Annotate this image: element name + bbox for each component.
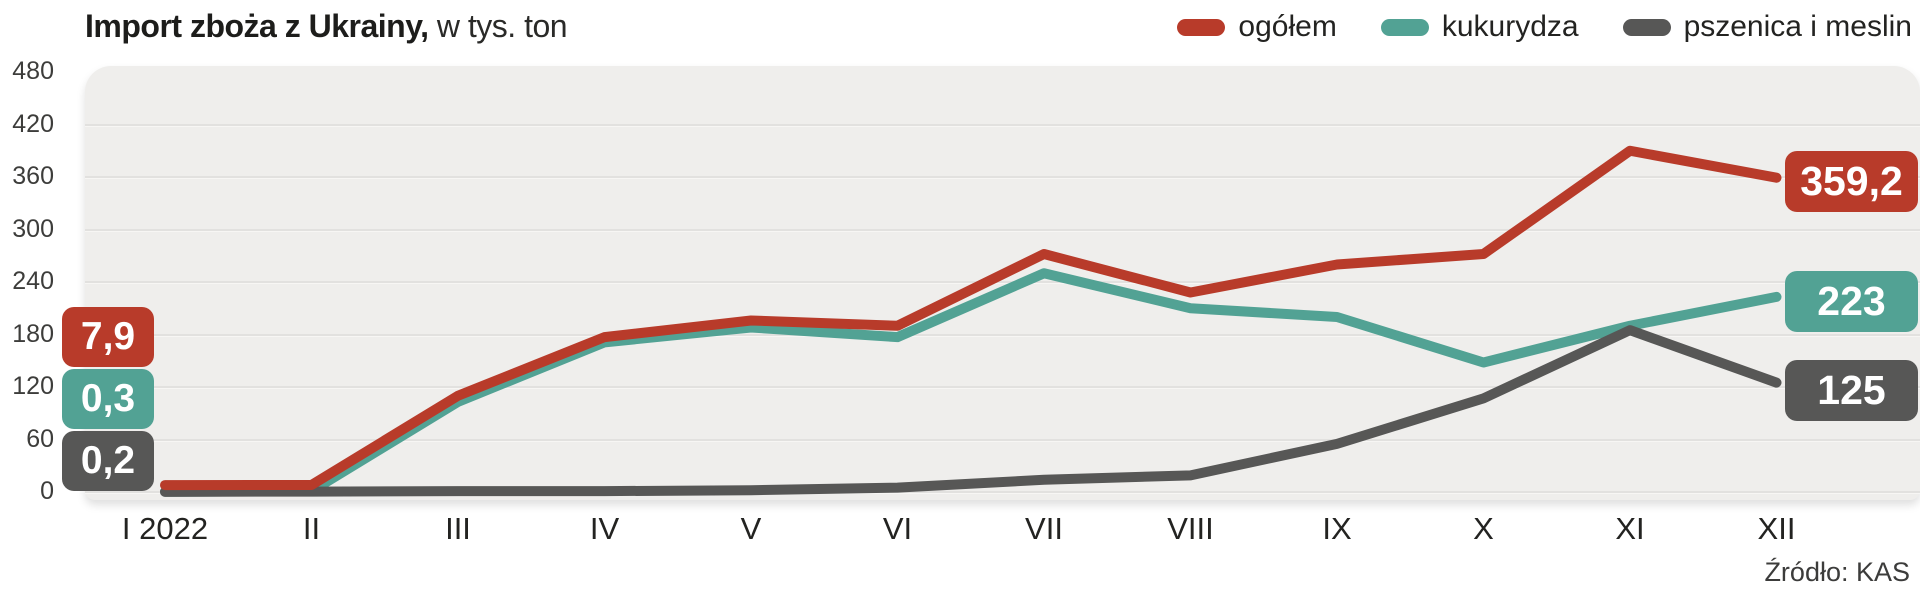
y-tick-label: 300	[12, 214, 54, 243]
x-tick-label: XII	[1757, 511, 1796, 546]
x-tick-label: IV	[589, 511, 620, 546]
x-tick-label: VI	[882, 511, 913, 546]
legend-item-ogolem: ogółem	[1177, 10, 1337, 44]
chart-lines	[160, 145, 1782, 497]
start-value-badge-ogolem: 7,9	[62, 307, 154, 367]
x-tick-label: II	[302, 511, 321, 546]
end-value-badge-kukurydza: 223	[1785, 271, 1918, 332]
end-value-badge-pszenica: 125	[1785, 360, 1918, 421]
x-tick-label: XI	[1615, 511, 1645, 546]
legend-label-kukurydza: kukurydza	[1441, 10, 1579, 43]
chart-title-main: Import zboża z Ukrainy,	[85, 8, 429, 44]
x-tick-label: III	[445, 511, 471, 546]
x-tick-label: V	[740, 511, 762, 546]
x-tick-label: X	[1473, 511, 1494, 546]
gridline	[85, 281, 1920, 283]
x-tick-label: I 2022	[121, 511, 209, 546]
chart-title: Import zboża z Ukrainy, w tys. ton	[85, 8, 568, 45]
x-tick-label: VII	[1025, 511, 1063, 546]
legend-swatch-kukurydza-icon	[1380, 18, 1429, 36]
legend-item-kukurydza: kukurydza	[1380, 10, 1579, 44]
y-tick-label: 120	[12, 372, 54, 400]
y-tick-label: 360	[12, 162, 54, 190]
gridline	[85, 333, 1920, 336]
legend-label-ogolem: ogółem	[1238, 10, 1337, 43]
source-note: Źródło: KAS	[1764, 557, 1910, 587]
series-line-pszenica-i-meslin	[160, 325, 1782, 497]
gridline	[85, 438, 1920, 441]
gridline	[85, 123, 1920, 126]
x-tick-label: IX	[1322, 511, 1352, 546]
end-value-badge-ogolem: 359,2	[1785, 151, 1918, 212]
start-value-badge-pszenica: 0,2	[62, 431, 154, 491]
gridline	[85, 386, 1920, 388]
gridline	[85, 228, 1920, 231]
y-tick-label: 60	[26, 424, 54, 453]
y-tick-label: 180	[12, 319, 54, 348]
gridline	[85, 491, 1920, 493]
legend-item-pszenica: pszenica i meslin	[1622, 10, 1912, 44]
y-tick-label: 240	[12, 267, 54, 295]
y-tick-label: 420	[12, 109, 54, 138]
gridline	[85, 176, 1920, 178]
chart-title-unit: w tys. ton	[428, 8, 568, 44]
series-line-ogółem	[160, 145, 1782, 491]
y-tick-label: 480	[12, 57, 54, 85]
legend-swatch-pszenica-icon	[1622, 18, 1671, 36]
legend-swatch-ogolem-icon	[1177, 18, 1226, 36]
start-value-badge-kukurydza: 0,3	[62, 369, 154, 429]
y-tick-label: 0	[40, 477, 54, 505]
plot-area	[85, 66, 1920, 500]
x-tick-label: VIII	[1167, 511, 1214, 546]
series-line-kukurydza	[160, 268, 1782, 497]
legend: ogółem kukurydza pszenica i meslin	[1177, 10, 1912, 44]
y-axis: 0 60 120 180 240 300 360 420 480	[0, 0, 56, 560]
legend-label-pszenica: pszenica i meslin	[1683, 10, 1912, 43]
